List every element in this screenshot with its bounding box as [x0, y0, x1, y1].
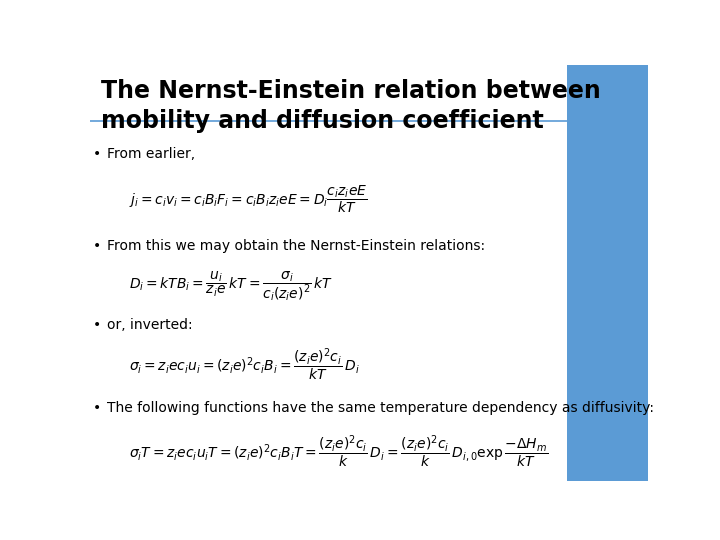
Text: •: • [93, 318, 101, 332]
Text: or, inverted:: or, inverted: [107, 318, 192, 332]
Text: $\sigma_i T = z_i e c_i u_i T = (z_i e)^2 c_i B_i T = \dfrac{(z_i e)^2 c_i}{k}\,: $\sigma_i T = z_i e c_i u_i T = (z_i e)^… [129, 434, 548, 470]
Text: •: • [93, 239, 101, 253]
Text: •: • [93, 401, 101, 415]
Text: From earlier,: From earlier, [107, 147, 195, 161]
Text: From this we may obtain the Nernst-Einstein relations:: From this we may obtain the Nernst-Einst… [107, 239, 485, 253]
Text: The following functions have the same temperature dependency as diffusivity:: The following functions have the same te… [107, 401, 654, 415]
Text: $D_i = kTB_i = \dfrac{u_i}{z_i e}\,kT = \dfrac{\sigma_i}{c_i(z_i e)^2}\,kT$: $D_i = kTB_i = \dfrac{u_i}{z_i e}\,kT = … [129, 269, 333, 303]
Text: •: • [93, 147, 101, 161]
Text: The Nernst-Einstein relation between
mobility and diffusion coefficient: The Nernst-Einstein relation between mob… [101, 79, 601, 133]
Bar [567, 65, 648, 481]
Text: $\sigma_i = z_i e c_i u_i = (z_i e)^2 c_i B_i = \dfrac{(z_i e)^2 c_i}{kT}\,D_i$: $\sigma_i = z_i e c_i u_i = (z_i e)^2 c_… [129, 347, 360, 383]
Text: $j_i = c_i v_i = c_i B_i F_i = c_i B_i z_i eE = D_i \dfrac{c_i z_i eE}{kT}$: $j_i = c_i v_i = c_i B_i F_i = c_i B_i z… [129, 183, 367, 214]
